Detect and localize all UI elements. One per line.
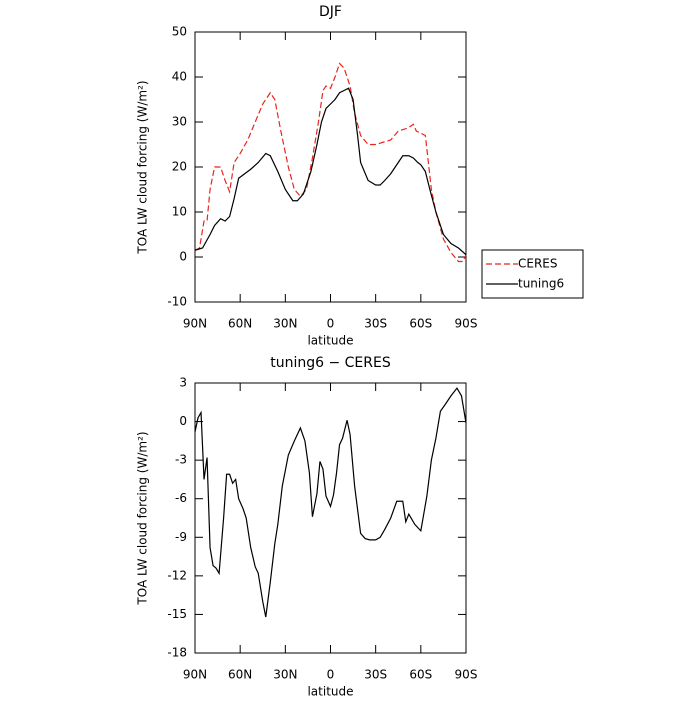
y-tick-label: 20 [172,160,187,174]
y-tick-label: 0 [179,250,187,264]
y-tick-label: -12 [167,568,187,582]
y-tick-label: 3 [179,376,187,390]
plot-frame [194,382,467,654]
y-tick-label: -6 [175,491,187,505]
x-axis-label: latitude [307,685,353,699]
x-tick-label: 30N [273,668,297,682]
legend-label: tuning6 [518,277,564,291]
data-line [194,87,467,256]
legend-box [481,249,584,299]
y-tick-label: 50 [172,25,187,39]
x-axis-label: latitude [307,334,353,348]
x-tick-label: 0 [327,317,335,331]
y-tick-label: -15 [167,607,187,621]
x-tick-label: 60N [228,317,252,331]
y-axis-label: TOA LW cloud forcing (W/m²) [136,431,150,605]
x-tick-label: 60S [409,668,432,682]
x-tick-label: 30S [364,317,387,331]
x-tick-label: 90N [183,317,207,331]
y-tick-label: 0 [179,414,187,428]
x-tick-label: 60N [228,668,252,682]
y-tick-label: 30 [172,115,187,129]
y-tick-label: 40 [172,70,187,84]
x-tick-label: 90S [455,668,478,682]
plot-frame [194,31,467,303]
x-tick-label: 30S [364,668,387,682]
data-line [194,387,467,618]
y-tick-label: -18 [167,646,187,660]
data-line [194,62,467,263]
x-tick-label: 90S [455,317,478,331]
chart-title: DJF [319,4,342,20]
x-tick-label: 30N [273,317,297,331]
x-tick-label: 0 [327,668,335,682]
y-axis-label: TOA LW cloud forcing (W/m²) [136,80,150,254]
legend-label: CERES [518,257,558,271]
chart-title: tuning6 − CERES [270,355,391,371]
y-tick-label: -9 [175,530,187,544]
x-tick-label: 60S [409,317,432,331]
x-tick-label: 90N [183,668,207,682]
y-tick-label: -3 [175,453,187,467]
y-tick-label: -10 [167,295,187,309]
y-tick-label: 10 [172,205,187,219]
